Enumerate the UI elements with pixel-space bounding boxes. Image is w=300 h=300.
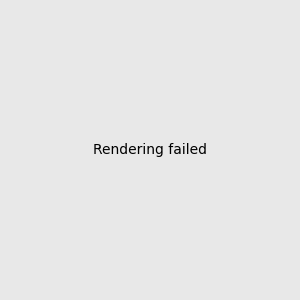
Text: Rendering failed: Rendering failed — [93, 143, 207, 157]
